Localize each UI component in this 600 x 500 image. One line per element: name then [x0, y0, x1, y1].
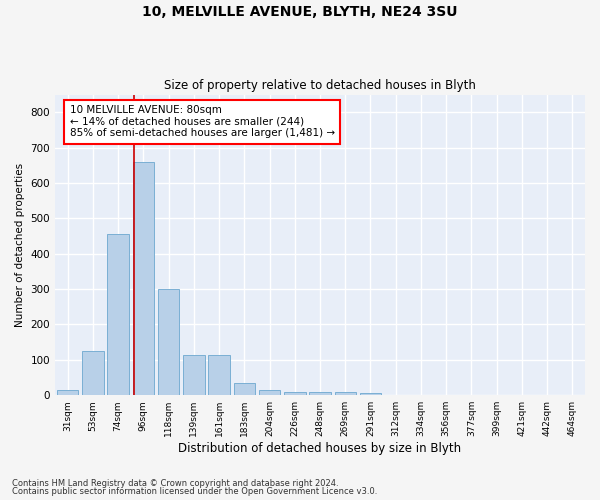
Bar [107, 234, 129, 395]
Bar [158, 289, 179, 395]
Bar [57, 390, 79, 395]
Title: Size of property relative to detached houses in Blyth: Size of property relative to detached ho… [164, 79, 476, 92]
Bar [360, 394, 381, 395]
Y-axis label: Number of detached properties: Number of detached properties [15, 163, 25, 327]
Text: 10 MELVILLE AVENUE: 80sqm
← 14% of detached houses are smaller (244)
85% of semi: 10 MELVILLE AVENUE: 80sqm ← 14% of detac… [70, 105, 335, 138]
Bar [82, 351, 104, 395]
Text: Contains HM Land Registry data © Crown copyright and database right 2024.: Contains HM Land Registry data © Crown c… [12, 478, 338, 488]
Bar [233, 383, 255, 395]
Bar [208, 354, 230, 395]
Bar [183, 354, 205, 395]
Bar [284, 392, 305, 395]
Bar [133, 162, 154, 395]
Text: Contains public sector information licensed under the Open Government Licence v3: Contains public sector information licen… [12, 487, 377, 496]
X-axis label: Distribution of detached houses by size in Blyth: Distribution of detached houses by size … [178, 442, 461, 455]
Bar [259, 390, 280, 395]
Bar [309, 392, 331, 395]
Text: 10, MELVILLE AVENUE, BLYTH, NE24 3SU: 10, MELVILLE AVENUE, BLYTH, NE24 3SU [142, 5, 458, 19]
Bar [335, 392, 356, 395]
